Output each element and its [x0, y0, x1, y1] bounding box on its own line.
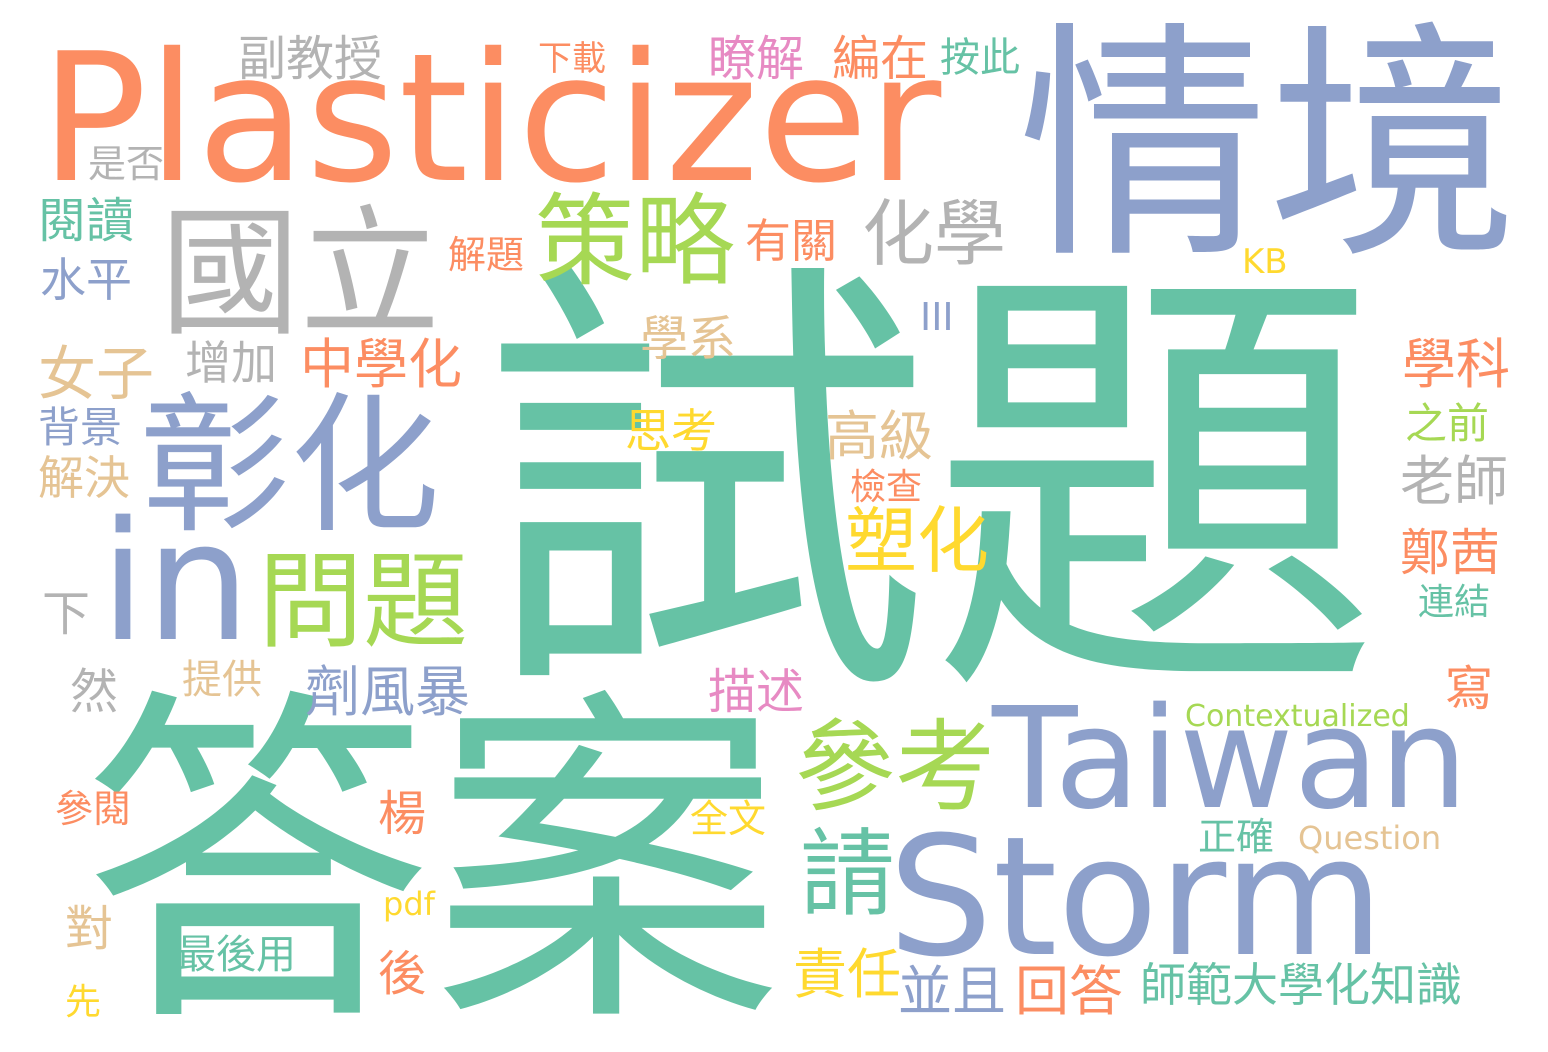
word-shiti: 試題: [480, 228, 1380, 752]
word-storm: Storm: [888, 801, 1385, 993]
word-kb: KB: [1242, 242, 1288, 282]
word-sikao: 思考: [625, 404, 717, 458]
word-guoli: 國立: [160, 193, 441, 356]
word-laoshi: 老師: [1400, 450, 1508, 513]
word-qing: 請: [800, 820, 896, 930]
word-yuedu: 閱讀: [38, 193, 135, 249]
word-xueke: 學科: [1402, 333, 1510, 396]
word-plasticizer: Plasticizer: [40, 15, 942, 222]
word-taiwan: Taiwan: [992, 678, 1469, 841]
word-question: Question: [1298, 819, 1442, 857]
word-bingqie: 並且: [898, 960, 1006, 1023]
word-zhengque: 正確: [1198, 815, 1275, 859]
word-jieti: 解題: [448, 233, 525, 277]
word-xuexi: 學系: [640, 311, 737, 367]
word-xie: 寫: [1445, 661, 1494, 717]
word-zhongxuehua: 中學化: [300, 333, 462, 396]
word-beijing: 背景: [38, 403, 123, 452]
word-huida: 回答: [1015, 960, 1123, 1023]
word-shifou: 是否: [88, 142, 165, 186]
word-contextualized: Contextualized: [1185, 699, 1410, 734]
word-wenti: 問題: [258, 541, 469, 663]
word-shifan: 師範大學化知識: [1140, 958, 1462, 1012]
word-lianjie: 連結: [1418, 582, 1491, 623]
word-jifengbao: 劑風暴: [305, 660, 471, 724]
word-youguan: 有關: [745, 214, 837, 268]
word-suhua: 塑化: [845, 499, 990, 583]
word-daan: 答案: [82, 661, 782, 1052]
word-zeren: 責任: [793, 943, 901, 1006]
word-fujiaoshou: 副教授: [238, 31, 383, 87]
word-hou: 後: [378, 946, 427, 1002]
word-yang: 楊: [378, 786, 427, 842]
word-gaoji: 高級: [825, 405, 933, 468]
word-zhiqian: 之前: [1405, 399, 1490, 448]
word-cankao: 參考: [795, 709, 995, 826]
word-xiazai: 下載: [538, 39, 606, 79]
word-shuiping: 水平: [40, 253, 132, 307]
word-celue: 策略: [535, 183, 735, 300]
word-miaoshu: 描述: [708, 664, 805, 720]
word-ran: 然: [70, 664, 119, 720]
word-in: in: [100, 486, 251, 678]
word-xia: 下: [42, 586, 91, 642]
word-huaxue: 化學: [862, 192, 1007, 276]
word-tigong: 提供: [182, 657, 262, 703]
word-canyue: 參閱: [55, 787, 132, 831]
word-pdf: pdf: [383, 885, 435, 923]
word-anci: 按此: [940, 35, 1020, 81]
word-xian: 先: [65, 982, 102, 1023]
word-dui: 對: [65, 901, 114, 957]
word-zhengqian: 鄭茜: [1400, 524, 1500, 582]
word-zuihouyong: 最後用: [176, 932, 296, 978]
word-bianzai: 編在: [832, 31, 929, 87]
word-iii: III: [920, 295, 954, 339]
word-zhanghua: 彰化: [140, 380, 441, 554]
word-jiancha: 檢查: [850, 467, 923, 508]
word-nvzi: 女子: [38, 340, 155, 408]
word-liaojie: 瞭解: [708, 31, 805, 87]
word-jiejue: 解決: [38, 451, 130, 505]
word-quanwen: 全文: [690, 797, 767, 841]
word-qingjing: 情境: [1018, 1, 1518, 292]
word-zengjia: 增加: [185, 336, 277, 390]
